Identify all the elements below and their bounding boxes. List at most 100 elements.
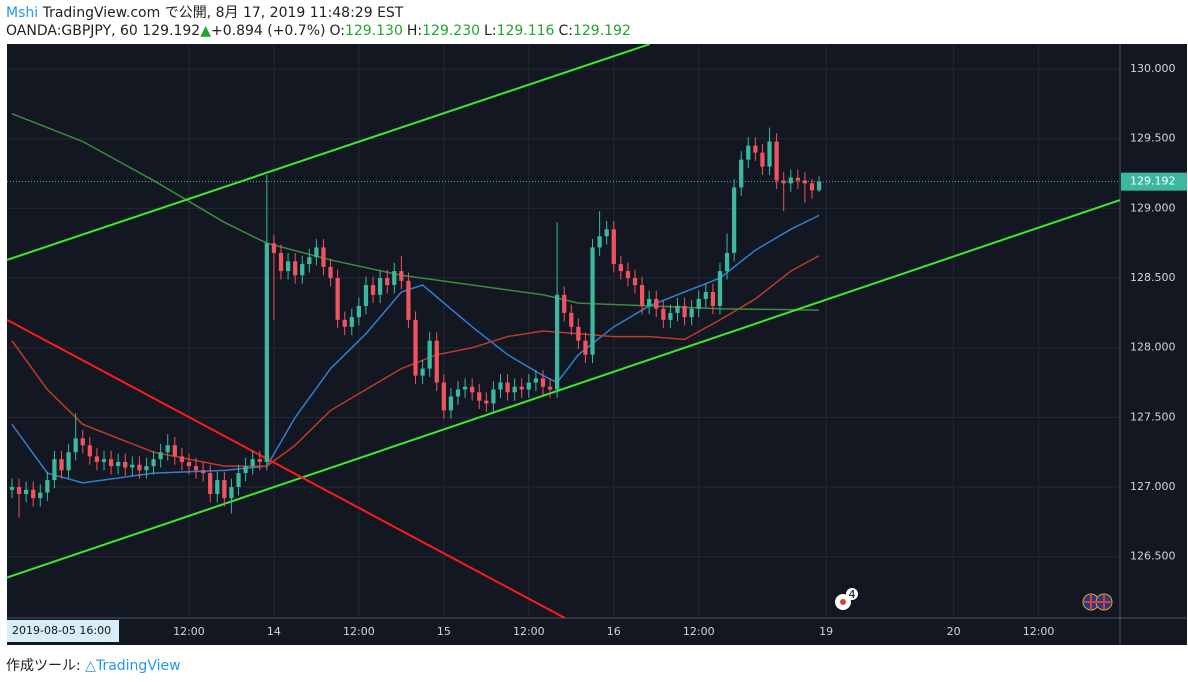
candle-body [229, 487, 234, 499]
candle-body [455, 389, 461, 397]
candle-body [179, 456, 185, 462]
candle-body [38, 492, 43, 499]
candle-body [172, 445, 177, 457]
candle-body [661, 308, 666, 320]
candle-body [703, 291, 708, 299]
candle-body [448, 396, 454, 411]
candle-body [116, 461, 121, 467]
candle-body [257, 459, 262, 462]
candle-body [795, 177, 800, 181]
candle-body [746, 145, 751, 160]
moving-average [11, 214, 820, 484]
candle-body [87, 445, 92, 457]
candle-body [774, 141, 779, 181]
candle-body [52, 459, 57, 481]
candle-body [462, 386, 468, 390]
candle-body [632, 278, 638, 286]
candle-body [597, 236, 602, 248]
ohlc: O:129.130 H:129.230 L:129.116 C:129.192 [325, 23, 630, 39]
y-tick-label: 128.500 [1130, 271, 1176, 284]
candle-body [285, 261, 291, 272]
candle-body [491, 389, 496, 404]
candle-body [399, 271, 404, 281]
candle-body [363, 285, 369, 306]
candle-body [788, 177, 793, 184]
candle-body [547, 386, 553, 390]
footer-label: 作成ツール: [6, 658, 81, 674]
candle-body [349, 317, 354, 327]
last: 129.192 [142, 23, 201, 39]
candle-body [9, 487, 15, 490]
candle-body [293, 261, 298, 276]
candle-body [569, 312, 574, 327]
cursor-time-label: 2019-08-05 16:00 [12, 624, 111, 637]
candle-body [505, 382, 510, 393]
ohlc-value: 129.116 [496, 23, 555, 39]
candle-body [144, 466, 149, 471]
candle-body [236, 473, 241, 488]
x-tick-label: 12:00 [683, 625, 715, 638]
last-price-label: 129.192 [1130, 175, 1176, 188]
candle-body [392, 271, 397, 286]
candle-body [739, 159, 744, 188]
candle-body [342, 319, 347, 327]
candle-body [314, 247, 319, 258]
last-price-box [1121, 172, 1187, 191]
x-tick-label: 12:00 [173, 625, 205, 638]
candle-body [732, 187, 737, 253]
candle-body [675, 305, 680, 313]
y-tick-label: 130.000 [1130, 62, 1176, 75]
candle-body [562, 294, 567, 313]
event-badge: 4 [849, 588, 856, 601]
candle-body [271, 243, 277, 253]
candle-body [321, 247, 326, 267]
change: +0.894 (+0.7%) [210, 23, 326, 39]
candle-body [724, 252, 730, 272]
candle-body [639, 285, 645, 306]
plot-bg [7, 44, 1120, 618]
brand: △TradingView [85, 658, 181, 674]
candle-body [222, 480, 227, 499]
candle-body [477, 392, 482, 401]
footer: 作成ツール: △TradingView [6, 655, 181, 675]
x-tick-label: 12:00 [513, 625, 545, 638]
ohlc-value: 129.130 [344, 23, 403, 39]
candle-body [816, 181, 822, 191]
candle-body [470, 386, 475, 393]
candle-body [94, 456, 100, 462]
x-tick-label: 12:00 [1023, 625, 1055, 638]
candle-body [689, 308, 694, 318]
ohlc-label: H: [406, 23, 423, 39]
candle-body [696, 298, 701, 309]
candle-body [625, 271, 631, 279]
candle-body [278, 252, 284, 272]
cursor-time-box [7, 620, 119, 642]
candle-body [512, 386, 517, 393]
candle-body [767, 141, 772, 167]
candle-body [753, 145, 758, 153]
candle-body [710, 291, 716, 306]
candle-body [760, 152, 765, 167]
flag-icons [1082, 593, 1113, 611]
price-axis-bg [1120, 44, 1187, 645]
candle-body [590, 247, 595, 355]
candle-body [66, 452, 71, 471]
y-tick-label: 129.500 [1130, 132, 1176, 145]
candle-body [413, 319, 418, 376]
candle-body [158, 452, 163, 460]
candle-body [385, 278, 390, 286]
y-tick-label: 127.500 [1130, 410, 1176, 423]
candle-body [555, 294, 560, 390]
x-tick-label: 14 [267, 625, 281, 638]
candle-body [130, 464, 135, 468]
candle-body [16, 487, 22, 495]
y-tick-label: 126.500 [1130, 550, 1176, 563]
author: Mshi [6, 5, 39, 21]
ohlc-label: C: [558, 23, 573, 39]
candle-body [441, 382, 446, 411]
y-tick-label: 127.000 [1130, 480, 1176, 493]
candle-body [151, 459, 156, 467]
trend-line [7, 318, 566, 618]
chart: 4 126.500 127.000 127.500 128.000 128.500 129… [7, 44, 1187, 645]
